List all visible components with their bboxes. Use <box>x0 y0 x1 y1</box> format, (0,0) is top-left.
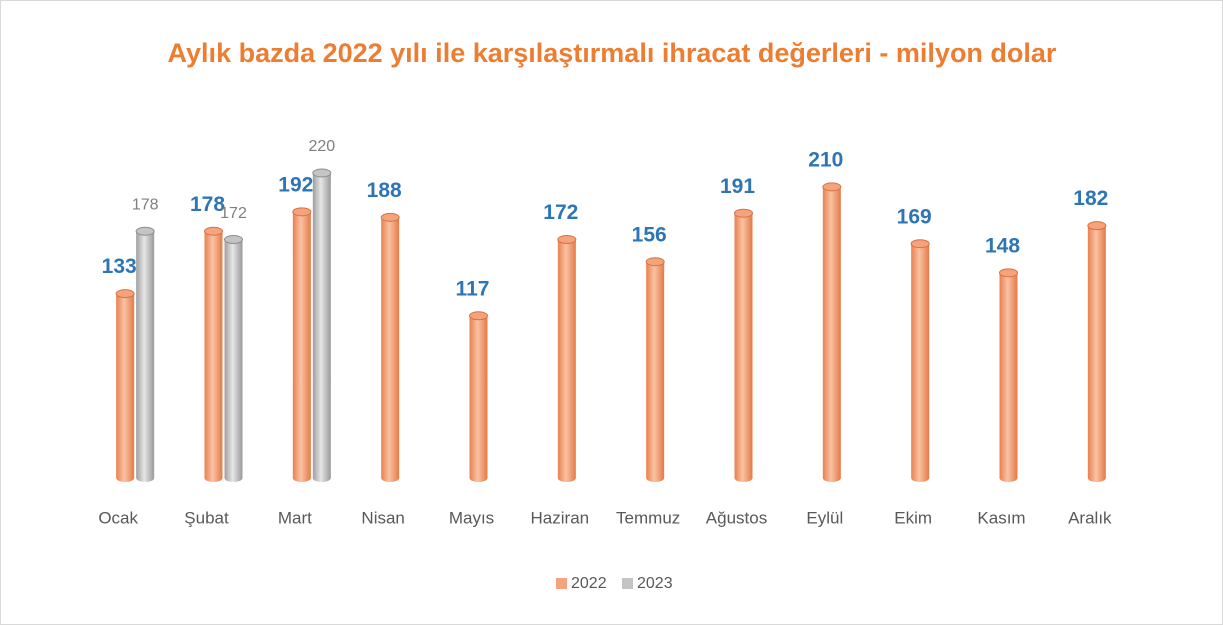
data-label: 133 <box>102 255 137 278</box>
bar-cap <box>312 168 332 178</box>
bar-cap <box>999 268 1018 278</box>
bar <box>136 231 155 482</box>
x-tick-label: Ocak <box>98 508 138 527</box>
x-tick-label: Ekim <box>894 508 932 527</box>
x-tick-label: Nisan <box>361 508 404 527</box>
bar <box>1087 225 1106 482</box>
bar-cap <box>469 311 488 321</box>
bar-cap <box>910 239 930 249</box>
bar <box>204 231 223 482</box>
bar-cap <box>822 182 842 192</box>
data-label: 172 <box>543 201 578 224</box>
bar-cap <box>115 289 135 299</box>
x-tick-label: Temmuz <box>616 508 680 527</box>
bar-cap <box>557 235 577 245</box>
data-label: 169 <box>897 205 932 228</box>
data-label: 178 <box>132 196 159 213</box>
x-tick-label: Kasım <box>977 508 1025 527</box>
bar <box>292 211 311 482</box>
data-label: 182 <box>1073 187 1108 210</box>
x-tick-label: Eylül <box>806 508 843 527</box>
bar <box>646 261 665 482</box>
bar <box>469 315 488 482</box>
bar <box>734 213 753 483</box>
bar-cap <box>1087 221 1107 231</box>
chart-title: Aylık bazda 2022 yılı ile karşılaştırmal… <box>168 38 1057 68</box>
data-label: 178 <box>190 193 225 216</box>
x-tick-label: Mart <box>278 508 312 527</box>
legend-label: 2023 <box>637 575 673 592</box>
bar <box>557 239 576 482</box>
legend-label: 2022 <box>571 575 607 592</box>
bar <box>822 186 841 482</box>
bar-cap <box>204 226 223 236</box>
bar-cap <box>380 212 400 222</box>
bar <box>224 239 243 482</box>
x-tick-label: Mayıs <box>449 508 494 527</box>
bar <box>381 217 400 482</box>
x-tick-label: Aralık <box>1068 508 1112 527</box>
data-label: 192 <box>278 173 313 196</box>
bar-cap <box>645 257 665 267</box>
data-label: 191 <box>720 175 755 198</box>
bar-cap <box>224 235 243 245</box>
bar <box>116 293 135 482</box>
bar-cap <box>292 207 312 217</box>
data-label: 210 <box>808 148 843 171</box>
x-tick-label: Şubat <box>184 508 229 527</box>
data-label: 220 <box>308 138 335 155</box>
bar <box>312 173 331 482</box>
data-label: 148 <box>985 234 1020 257</box>
data-label: 117 <box>456 277 490 300</box>
legend-swatch <box>556 578 567 589</box>
data-label: 172 <box>220 205 247 222</box>
data-label: 156 <box>632 223 667 246</box>
data-label: 188 <box>367 179 402 202</box>
bar <box>999 272 1018 482</box>
bar-cap <box>734 208 753 218</box>
legend-swatch <box>622 578 633 589</box>
x-tick-label: Haziran <box>531 508 590 527</box>
bar-cap <box>135 226 155 236</box>
bar <box>911 243 930 482</box>
x-tick-label: Ağustos <box>706 508 767 527</box>
